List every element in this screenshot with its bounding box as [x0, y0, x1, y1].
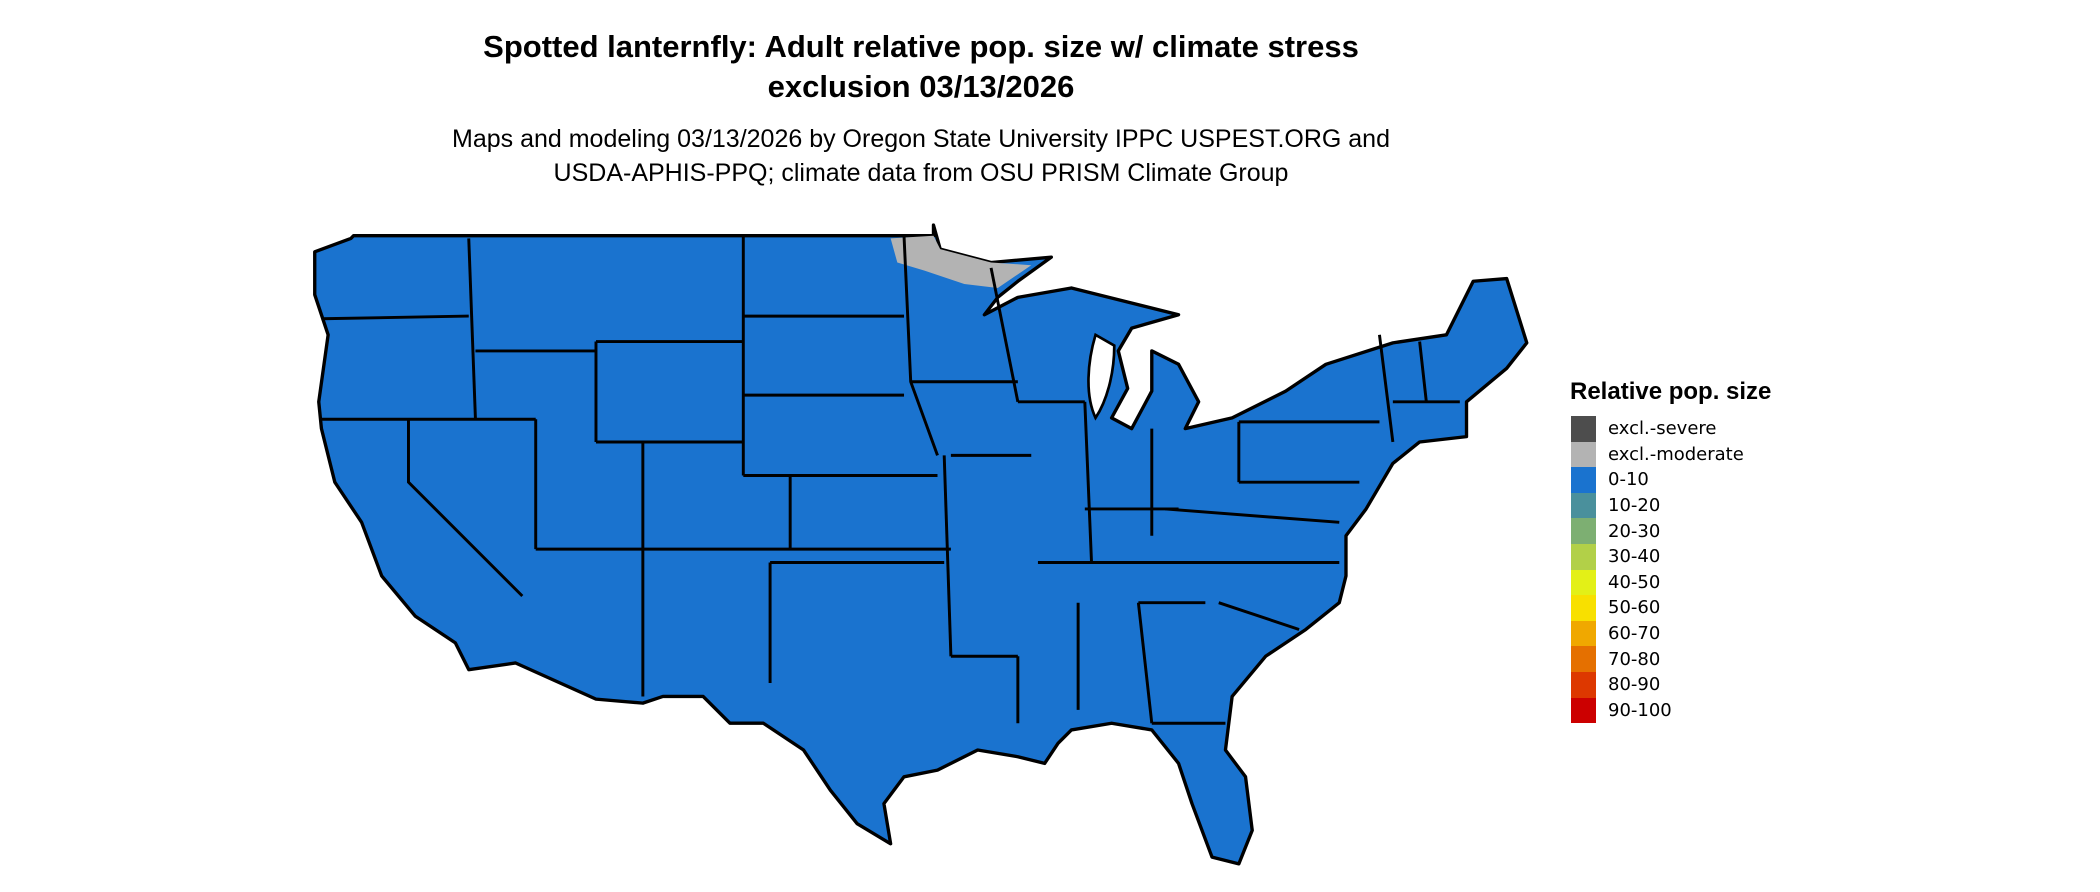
legend-label: 50-60 [1608, 597, 1661, 619]
legend-swatch [1571, 441, 1596, 468]
state-border [989, 267, 1020, 403]
legend-label: 80-90 [1608, 674, 1661, 696]
legend-item: 10-20 [1571, 492, 1771, 519]
legend-label: 10-20 [1608, 495, 1661, 517]
map-subtitle-line-1: Maps and modeling 03/13/2026 by Oregon S… [452, 125, 1390, 153]
map-title-line-1: Spotted lanternfly: Adult relative pop. … [483, 29, 1359, 64]
state-border [743, 473, 792, 550]
legend-item: 70-80 [1571, 646, 1771, 672]
state-border [1218, 601, 1300, 631]
legend-label: excl.-moderate [1608, 443, 1744, 465]
legend-label: 0-10 [1608, 469, 1649, 491]
legend-item: 60-70 [1571, 620, 1771, 647]
state-border [467, 238, 477, 420]
legend-label: 20-30 [1608, 520, 1661, 542]
legend-item: 30-40 [1571, 543, 1771, 570]
us-outline [313, 223, 1529, 866]
state-borders [321, 235, 1460, 725]
legend-item: 20-30 [1571, 518, 1771, 544]
legend-label: 70-80 [1608, 648, 1661, 670]
state-border [1418, 341, 1428, 402]
legend-swatch [1571, 492, 1596, 519]
legend-label: 40-50 [1608, 571, 1661, 593]
legend-item: excl.-moderate [1571, 441, 1771, 468]
legend-item: 50-60 [1571, 595, 1771, 621]
state-border [1165, 507, 1340, 524]
lake-michigan [1087, 332, 1116, 421]
legend-item: 0-10 [1571, 467, 1771, 493]
legend-swatch [1571, 646, 1596, 672]
legend-swatch [1571, 518, 1596, 544]
legend-swatch [1571, 543, 1596, 570]
state-border [1378, 334, 1395, 443]
legend-title: Relative pop. size [1570, 378, 1772, 405]
state-border [321, 314, 469, 321]
legend-item: 40-50 [1571, 569, 1771, 596]
excluded-area-northern-minnesota [890, 235, 1032, 288]
legend-label: 60-70 [1608, 623, 1661, 645]
legend-label: 90-100 [1608, 699, 1672, 721]
map-subtitle-line-2: USDA-APHIS-PPQ; climate data from OSU PR… [553, 159, 1289, 187]
legend-swatch [1571, 620, 1596, 647]
state-border [407, 419, 524, 598]
legend-swatch [1571, 569, 1596, 596]
map-title-line-2: exclusion 03/13/2026 [767, 69, 1075, 104]
legend-swatch [1571, 416, 1596, 442]
legend-label: 30-40 [1608, 546, 1661, 568]
legend: Relative pop. size excl.-severe excl.-mod… [1570, 378, 1772, 724]
state-border [1083, 401, 1093, 563]
legend-swatch [1571, 697, 1596, 724]
legend-swatch [1571, 671, 1596, 698]
state-border [942, 455, 953, 657]
legend-item: 90-100 [1571, 697, 1771, 724]
legend-item: excl.-severe [1571, 416, 1771, 442]
legend-label: excl.-severe [1608, 418, 1717, 440]
legend-swatch [1571, 467, 1596, 493]
state-border [1136, 602, 1154, 724]
legend-item: 80-90 [1571, 671, 1771, 698]
legend-swatch [1571, 595, 1596, 621]
